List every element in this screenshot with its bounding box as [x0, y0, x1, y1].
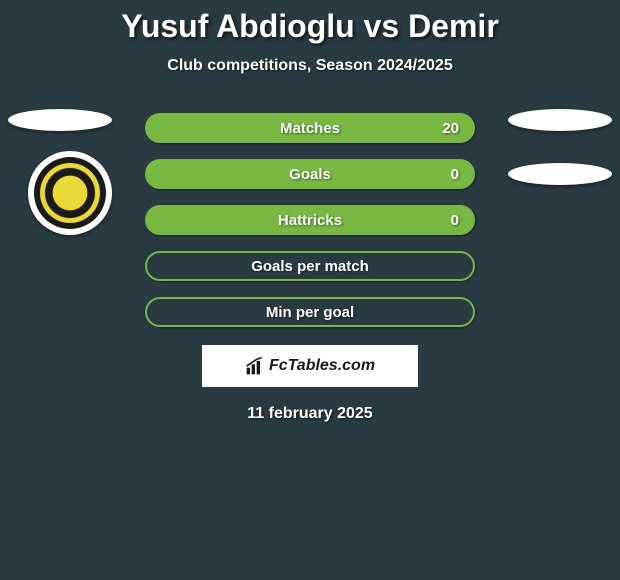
page-title: Yusuf Abdioglu vs Demir — [0, 8, 620, 45]
stat-bar-goals-per-match: Goals per match — [145, 251, 475, 281]
stat-value: 20 — [442, 120, 459, 137]
stat-label: Min per goal — [266, 304, 354, 321]
stat-bar-matches: Matches 20 — [145, 113, 475, 143]
footer-date: 11 february 2025 — [0, 405, 620, 423]
player-photo-placeholder-right-mid — [508, 163, 612, 185]
player-photo-placeholder-right-top — [508, 109, 612, 131]
page-subtitle: Club competitions, Season 2024/2025 — [0, 57, 620, 75]
stat-label: Hattricks — [278, 212, 342, 229]
stat-label: Goals — [289, 166, 331, 183]
stat-value: 0 — [451, 212, 459, 229]
stat-label: Matches — [280, 120, 340, 137]
stat-bar-min-per-goal: Min per goal — [145, 297, 475, 327]
stat-value: 0 — [451, 166, 459, 183]
club-logo — [28, 151, 112, 235]
stat-label: Goals per match — [251, 258, 369, 275]
brand-text: FcTables.com — [269, 357, 375, 375]
stat-bar-hattricks: Hattricks 0 — [145, 205, 475, 235]
club-logo-core — [40, 163, 100, 223]
content-area: Matches 20 Goals 0 Hattricks 0 Goals per… — [0, 113, 620, 423]
brand-box[interactable]: FcTables.com — [202, 345, 418, 387]
main-container: Yusuf Abdioglu vs Demir Club competition… — [0, 0, 620, 423]
stat-bars: Matches 20 Goals 0 Hattricks 0 Goals per… — [145, 113, 475, 327]
player-photo-placeholder-left — [8, 109, 112, 131]
stat-bar-goals: Goals 0 — [145, 159, 475, 189]
club-logo-inner — [34, 157, 106, 229]
chart-icon — [245, 356, 265, 376]
